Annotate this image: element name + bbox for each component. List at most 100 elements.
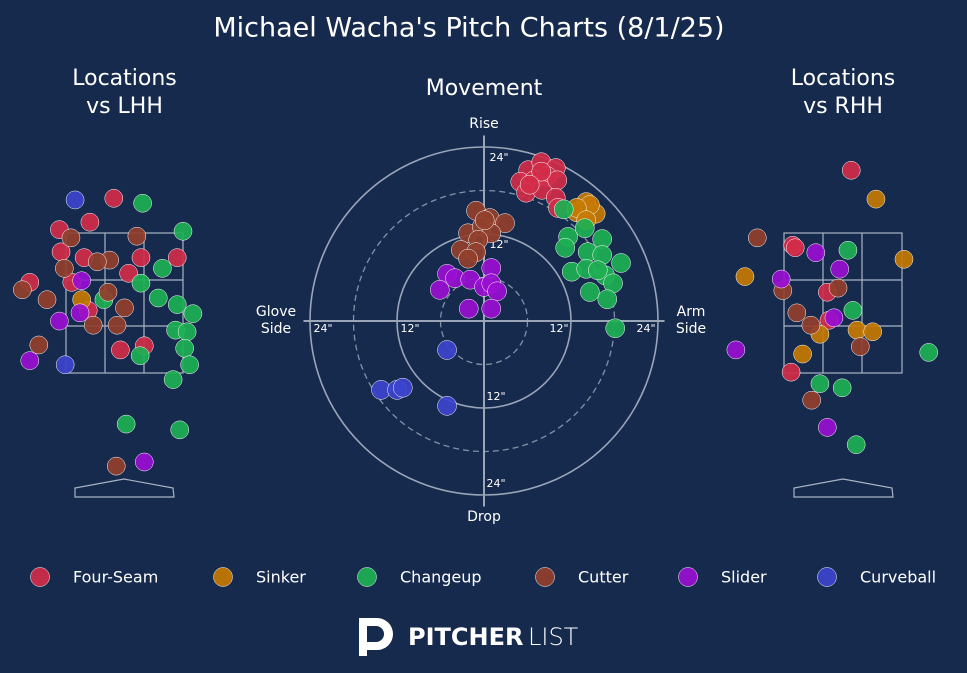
pitch-point: Cutter bbox=[787, 303, 807, 323]
axis-label: Side bbox=[676, 321, 706, 337]
page-title: Michael Wacha's Pitch Charts (8/1/25) bbox=[213, 13, 724, 44]
pitch-point bbox=[430, 280, 450, 300]
pitch-point: Slider bbox=[824, 308, 844, 328]
axis-label: Side bbox=[261, 321, 291, 337]
pitch-point: Slider bbox=[830, 259, 849, 279]
pitch-point: Slider bbox=[20, 351, 39, 370]
pitch-point: Sinker bbox=[793, 344, 812, 364]
pitch-point: Four-Seam bbox=[119, 264, 138, 283]
pitch-point: Changeup bbox=[131, 273, 151, 293]
pitch-point bbox=[554, 199, 574, 220]
pitch-point: Changeup bbox=[170, 420, 189, 440]
points: Four-SeamFour-SeamFour-SeamFour-SeamFour… bbox=[726, 161, 938, 454]
legend-label: Curveball bbox=[860, 568, 936, 587]
pitch-point: Changeup bbox=[846, 435, 866, 454]
legend-marker bbox=[213, 567, 233, 587]
pitch-point bbox=[611, 253, 631, 273]
pitch-point bbox=[495, 213, 515, 233]
pitch-point: Changeup bbox=[149, 288, 168, 308]
legend-label: Changeup bbox=[400, 568, 482, 587]
pitch-point: Four-Seam bbox=[80, 212, 100, 232]
pitch-point: Four-Seam bbox=[167, 248, 187, 267]
pitch-point: Changeup bbox=[130, 346, 150, 365]
pitch-point: Cutter bbox=[61, 228, 81, 248]
ring-label: 24" bbox=[313, 322, 332, 335]
pitch-point bbox=[481, 298, 501, 319]
pitch-point: Four-Seam bbox=[785, 238, 805, 257]
legend-marker bbox=[535, 567, 555, 587]
pitch-point: Changeup bbox=[133, 193, 152, 213]
panel-title: vs LHH bbox=[86, 94, 163, 119]
pitch-point: Cutter bbox=[127, 226, 147, 246]
panel-title: Movement bbox=[426, 76, 543, 101]
pitch-point: Sinker bbox=[866, 189, 886, 209]
pitch-point: Cutter bbox=[37, 290, 57, 309]
pitch-point: Changeup bbox=[167, 295, 187, 314]
pitch-point: Cutter bbox=[55, 259, 74, 278]
legend-label: Sinker bbox=[256, 568, 306, 587]
pitch-point: Changeup bbox=[843, 301, 863, 320]
legend-marker bbox=[678, 567, 698, 587]
pitch-point bbox=[588, 260, 608, 280]
logo-text: PITCHER bbox=[408, 623, 523, 651]
ring-label: 24" bbox=[486, 477, 505, 490]
axis-label: Arm bbox=[677, 304, 706, 320]
pitch-point: Cutter bbox=[828, 278, 848, 298]
legend-marker bbox=[30, 567, 50, 587]
pitch-point bbox=[474, 210, 495, 230]
strike-zone-rhh bbox=[783, 232, 903, 498]
pitch-point: Cutter bbox=[802, 390, 821, 410]
pitch-point bbox=[458, 248, 478, 269]
pitch-point: Cutter bbox=[851, 337, 870, 356]
pitch-point: Curveball bbox=[65, 190, 85, 210]
pitch-point bbox=[580, 282, 600, 302]
pitch-point: Slider bbox=[70, 303, 90, 323]
ring-label: 12" bbox=[549, 322, 568, 335]
pitch-point bbox=[575, 218, 595, 238]
panel-title: Locations bbox=[791, 66, 896, 91]
ring-label: 12" bbox=[486, 390, 505, 403]
pitch-point: Four-Seam bbox=[104, 189, 124, 208]
pitch-point: Changeup bbox=[175, 339, 194, 358]
pitch-point: Sinker bbox=[863, 322, 882, 342]
pitch-point bbox=[487, 281, 507, 302]
pitch-point: Slider bbox=[50, 311, 69, 331]
pitch-point: Four-Seam bbox=[111, 340, 130, 360]
axis-label: Drop bbox=[467, 509, 501, 525]
pitch-point: Changeup bbox=[919, 343, 938, 362]
pitch-point bbox=[393, 377, 413, 398]
pitch-point bbox=[437, 340, 457, 360]
ring-label: 24" bbox=[636, 322, 655, 335]
pitch-point: Cutter bbox=[98, 282, 118, 302]
pitch-point: Four-Seam bbox=[841, 161, 861, 180]
pitch-point: Changeup bbox=[163, 370, 183, 389]
legend-marker bbox=[817, 567, 837, 587]
legend-label: Cutter bbox=[578, 568, 629, 587]
legend-marker bbox=[357, 567, 377, 587]
pitch-point: Changeup bbox=[183, 304, 203, 323]
pitch-point: Slider bbox=[806, 243, 826, 262]
pitch-point: Slider bbox=[818, 418, 837, 437]
pitch-point: Slider bbox=[72, 271, 91, 290]
points: Four-SeamFour-SeamFour-SeamFour-SeamFour… bbox=[13, 189, 203, 476]
pitch-point: Changeup bbox=[838, 240, 858, 260]
pitch-point: Four-Seam bbox=[781, 362, 801, 382]
pitch-point: Changeup bbox=[173, 222, 193, 241]
pitch-point: Sinker bbox=[847, 320, 867, 340]
pitch-point: Slider bbox=[726, 340, 746, 360]
pitch-point: Cutter bbox=[115, 298, 134, 318]
pitch-point: Changeup bbox=[116, 414, 136, 434]
pitch-point: Sinker bbox=[735, 267, 755, 286]
panel-title: vs RHH bbox=[803, 94, 883, 119]
pitch-point: Changeup bbox=[180, 355, 199, 375]
pitch-point: Changeup bbox=[832, 378, 852, 398]
ring-label: 24" bbox=[489, 151, 508, 164]
logo-text: LIST bbox=[528, 623, 579, 651]
legend-label: Slider bbox=[721, 568, 767, 587]
pitch-point: Cutter bbox=[88, 252, 107, 271]
pitch-point: Slider bbox=[771, 269, 791, 289]
pitch-point bbox=[597, 289, 617, 309]
pitch-point: Changeup bbox=[177, 322, 197, 342]
ring-label: 12" bbox=[400, 322, 419, 335]
axis-label: Rise bbox=[469, 116, 499, 132]
